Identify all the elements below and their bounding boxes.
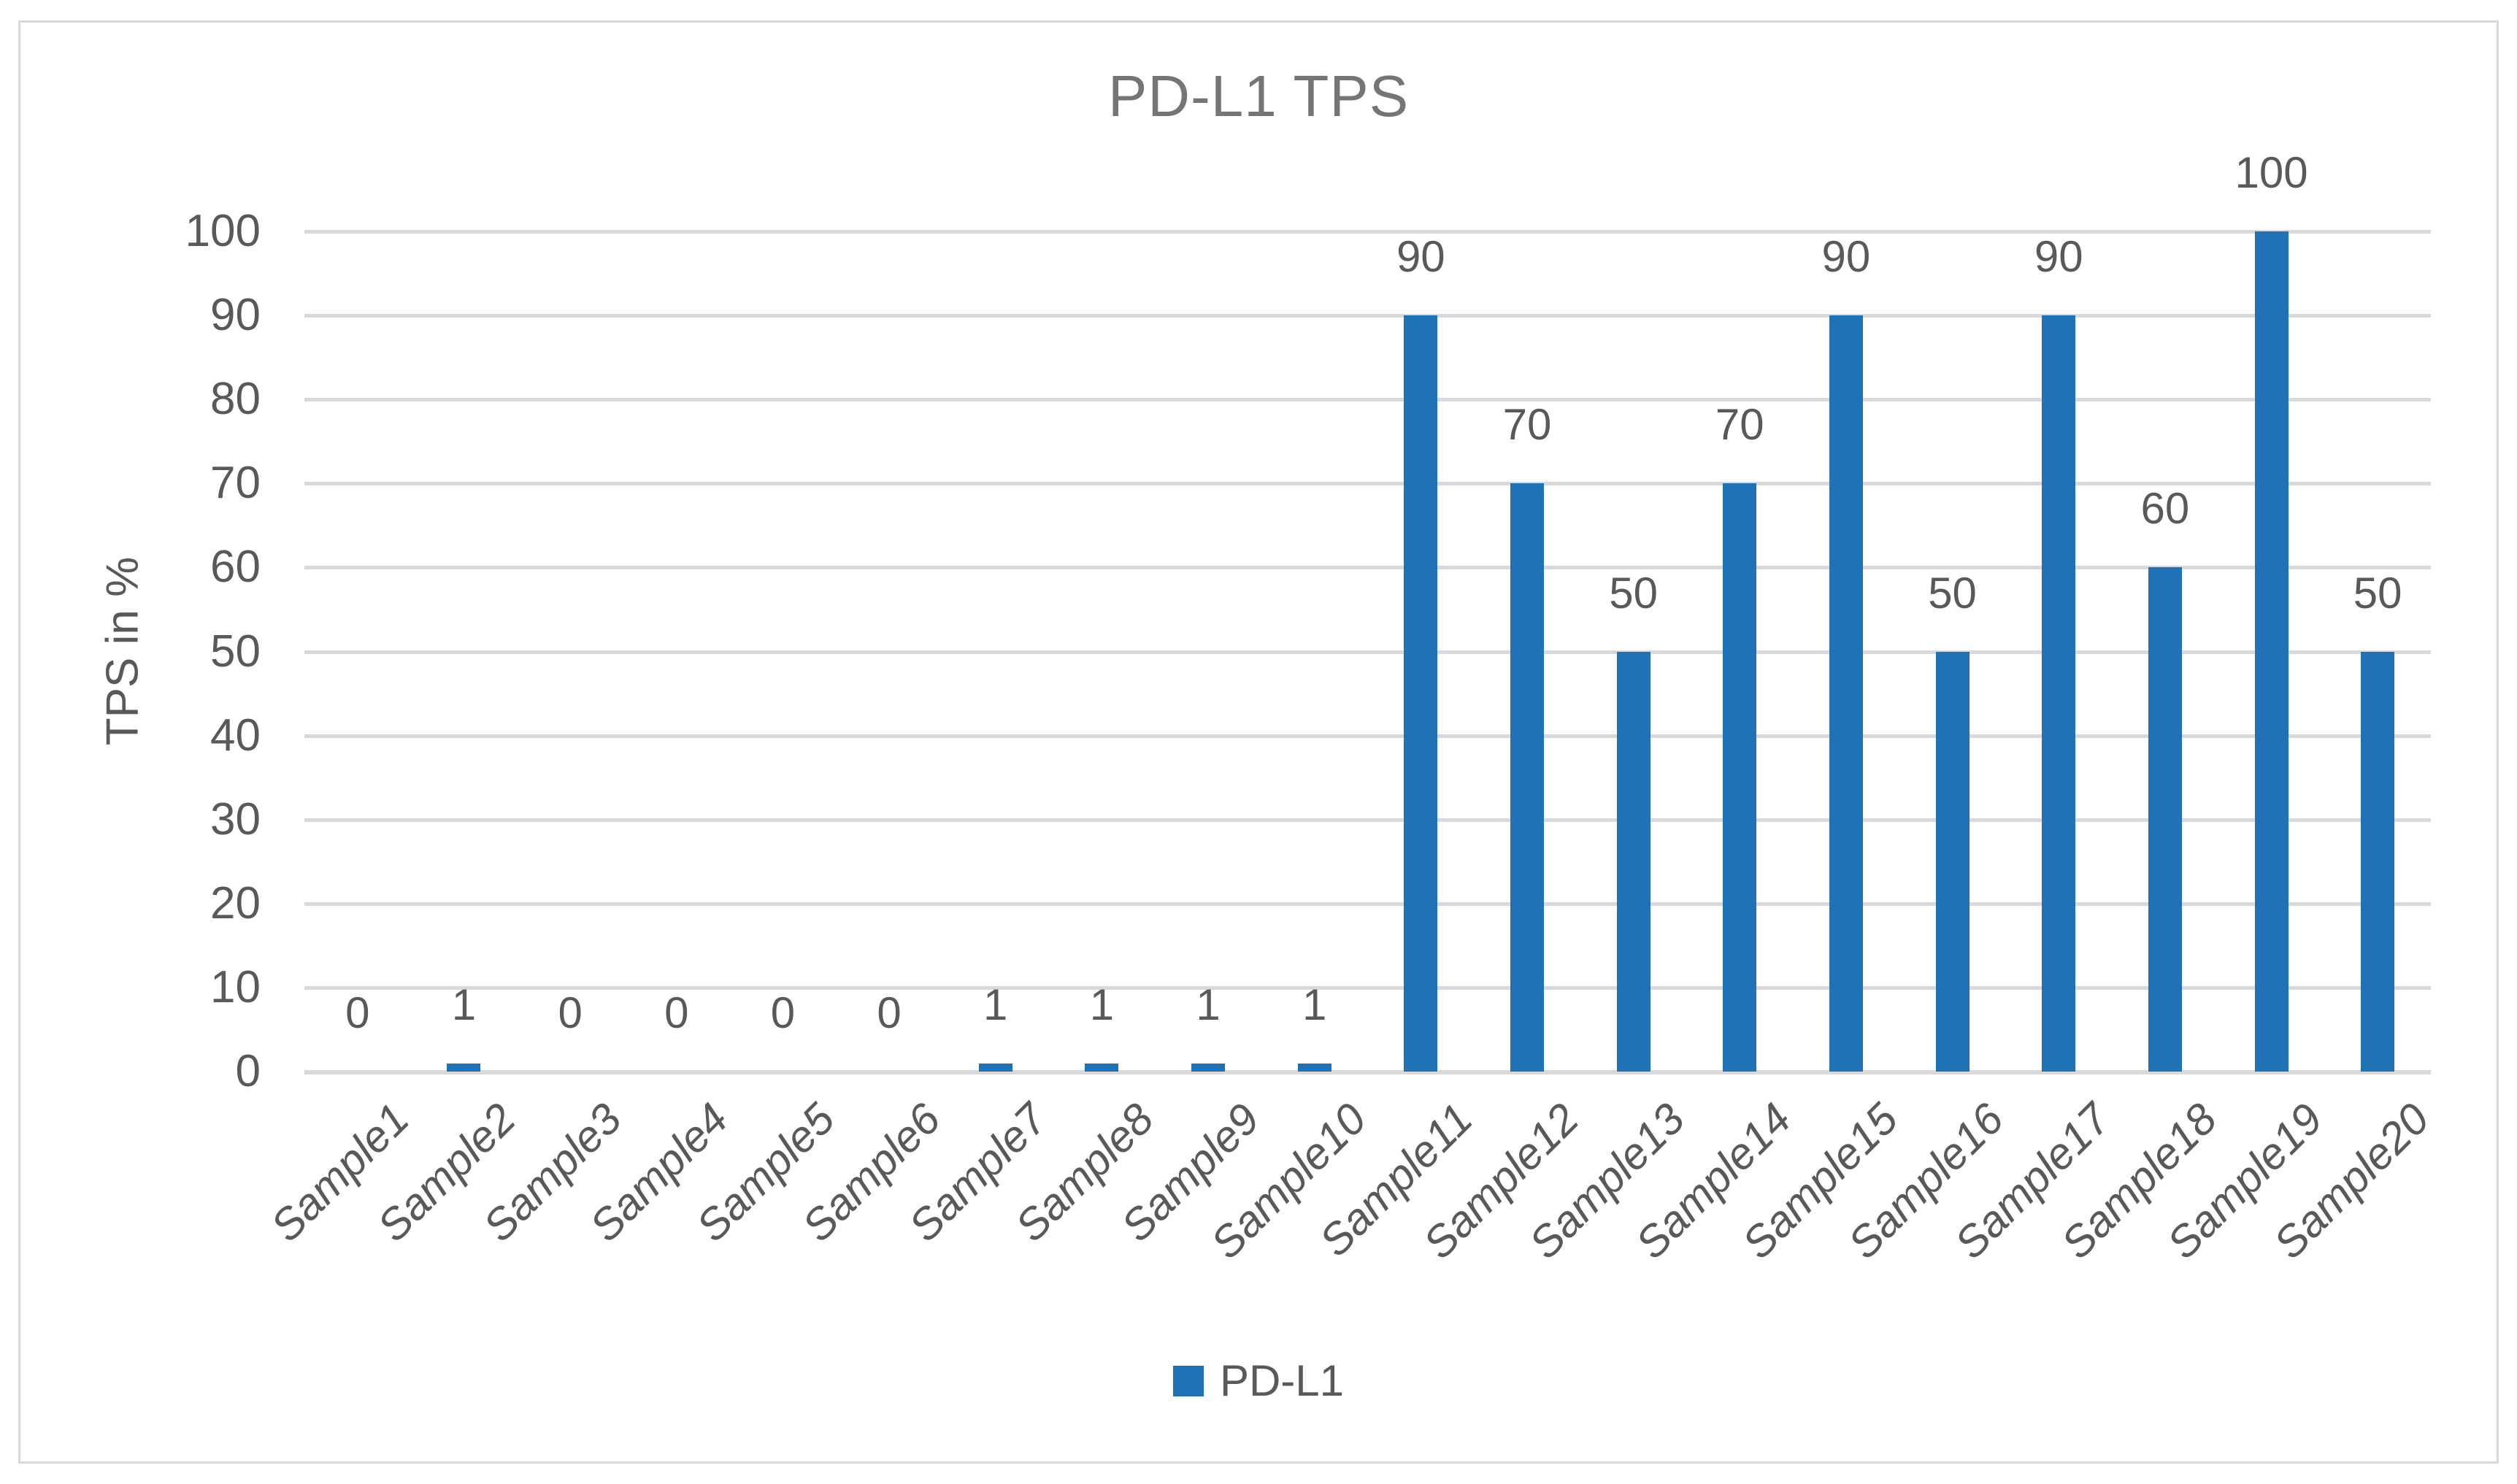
legend-series-label: PD-L1 (1219, 1356, 1345, 1405)
x-axis-line (304, 1070, 2431, 1074)
gridline-y-30 (304, 818, 2431, 822)
bar-sample8 (1085, 1063, 1119, 1072)
bar-sample14 (1723, 483, 1757, 1072)
legend-color-swatch-icon (1172, 1366, 1204, 1396)
bar-sample19 (2254, 231, 2289, 1072)
data-label-sample1: 0 (345, 988, 370, 1037)
data-label-sample7: 1 (983, 980, 1008, 1029)
bar-sample16 (1935, 651, 1970, 1072)
bar-sample15 (1829, 315, 1863, 1072)
data-label-sample4: 0 (664, 988, 689, 1037)
gridline-y-90 (304, 314, 2431, 318)
data-label-sample11: 90 (1396, 232, 1445, 282)
gridline-y-20 (304, 901, 2431, 906)
bar-sample13 (1616, 651, 1651, 1072)
data-label-sample19: 100 (2234, 148, 2308, 197)
data-label-sample20: 50 (2353, 568, 2402, 618)
chart-title: PD-L1 TPS (1107, 64, 1410, 128)
y-tick-label-50: 50 (210, 626, 261, 677)
gridline-y-80 (304, 398, 2431, 402)
data-label-sample14: 70 (1715, 400, 1764, 450)
data-label-sample2: 1 (451, 980, 477, 1029)
legend: PD-L1 (0, 1359, 2517, 1403)
bar-sample10 (1297, 1063, 1331, 1072)
data-label-sample15: 90 (1821, 232, 1871, 282)
data-label-sample13: 50 (1609, 568, 1658, 618)
bar-sample2 (447, 1063, 481, 1072)
y-tick-label-100: 100 (185, 206, 261, 256)
y-tick-label-70: 70 (210, 458, 261, 509)
data-label-sample17: 90 (2034, 232, 2083, 282)
gridline-y-100 (304, 230, 2431, 234)
y-tick-label-0: 0 (235, 1046, 261, 1096)
gridline-y-40 (304, 734, 2431, 738)
data-label-sample3: 0 (558, 988, 583, 1037)
data-label-sample16: 50 (1928, 568, 1977, 618)
bar-sample17 (2042, 315, 2076, 1072)
y-tick-label-60: 60 (210, 542, 261, 593)
gridline-y-50 (304, 650, 2431, 654)
y-tick-label-20: 20 (210, 877, 261, 929)
y-tick-label-30: 30 (210, 793, 261, 845)
y-tick-label-10: 10 (210, 961, 261, 1012)
bar-sample7 (978, 1063, 1012, 1072)
data-label-sample18: 60 (2140, 484, 2190, 534)
data-label-sample10: 1 (1302, 980, 1327, 1029)
bar-sample20 (2361, 651, 2395, 1072)
gridline-y-10 (304, 985, 2431, 990)
gridline-y-60 (304, 566, 2431, 570)
bar-sample9 (1191, 1063, 1226, 1072)
data-label-sample6: 0 (877, 988, 902, 1037)
plot-area: 0 1 0 0 0 0 1 1 1 1 90 70 50 70 90 50 90 60 100 50 (304, 151, 2431, 1074)
data-label-sample9: 1 (1196, 980, 1221, 1029)
bar-sample12 (1510, 483, 1544, 1072)
bar-sample11 (1404, 315, 1438, 1072)
data-label-sample12: 70 (1502, 400, 1552, 450)
bar-sample18 (2148, 567, 2182, 1072)
data-label-sample5: 0 (770, 988, 796, 1037)
gridline-y-70 (304, 482, 2431, 486)
y-tick-label-40: 40 (210, 710, 261, 761)
y-tick-label-80: 80 (210, 374, 261, 425)
data-label-sample8: 1 (1089, 980, 1115, 1029)
y-tick-label-90: 90 (210, 290, 261, 341)
chart-border-frame (18, 20, 2499, 1464)
